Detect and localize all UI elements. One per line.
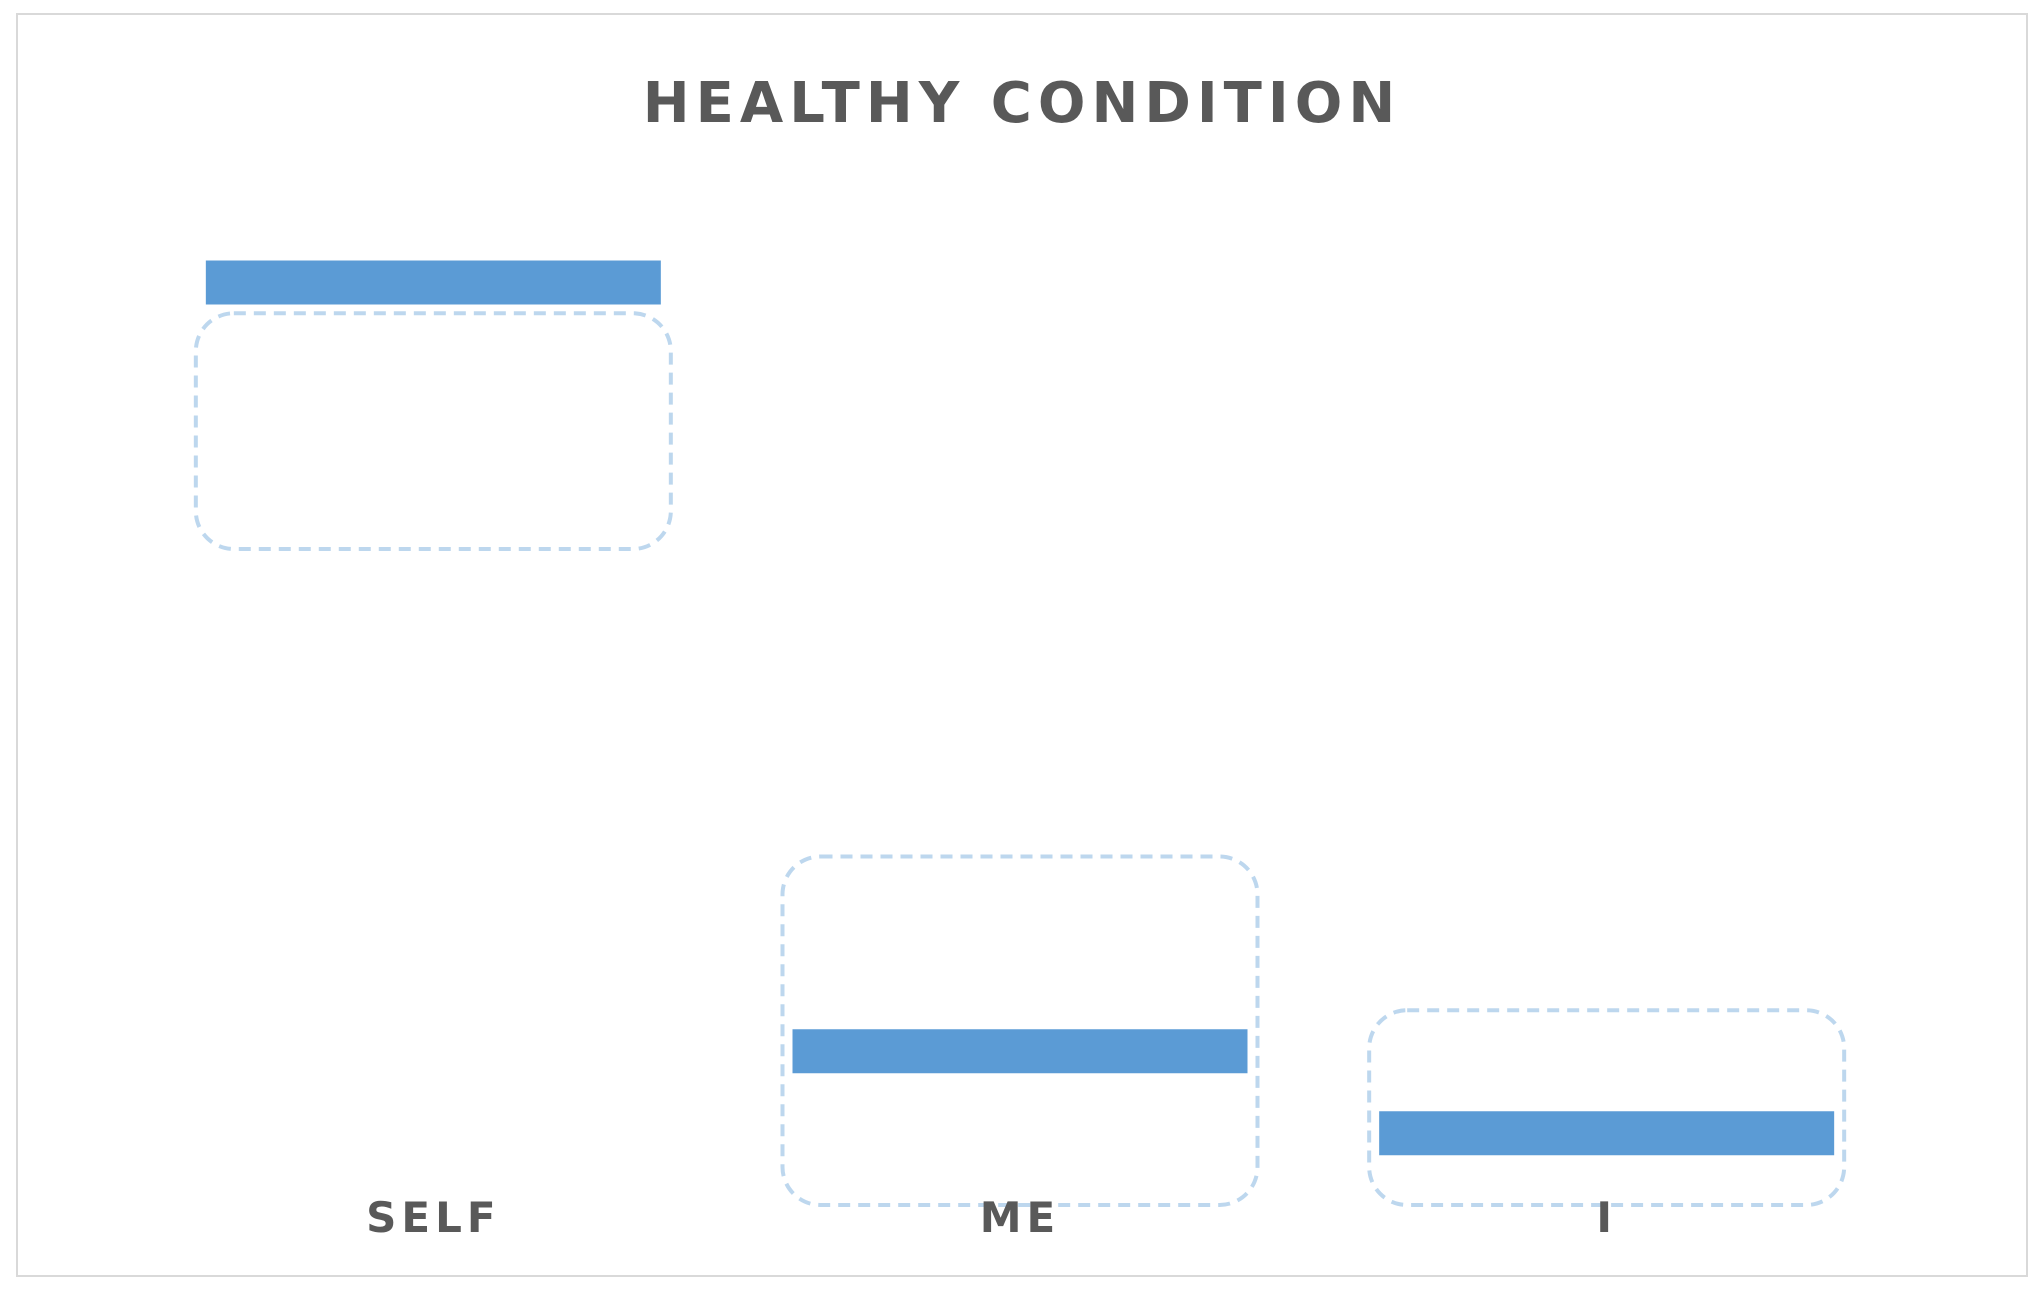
chart-frame (16, 13, 2028, 1277)
x-tick-label-me: ME (980, 1193, 1061, 1242)
range-box-me (780, 854, 1260, 1207)
bar-i (1379, 1111, 1835, 1156)
bar-self (205, 260, 661, 305)
x-tick-label-i: I (1596, 1193, 1617, 1242)
bars (205, 260, 1835, 1156)
x-axis-labels: SELF ME I (366, 1193, 1617, 1242)
range-boxes (193, 311, 1847, 1207)
chart-title: HEALTHY CONDITION (643, 71, 1401, 136)
bar-me (792, 1029, 1248, 1074)
x-tick-label-self: SELF (366, 1193, 500, 1242)
